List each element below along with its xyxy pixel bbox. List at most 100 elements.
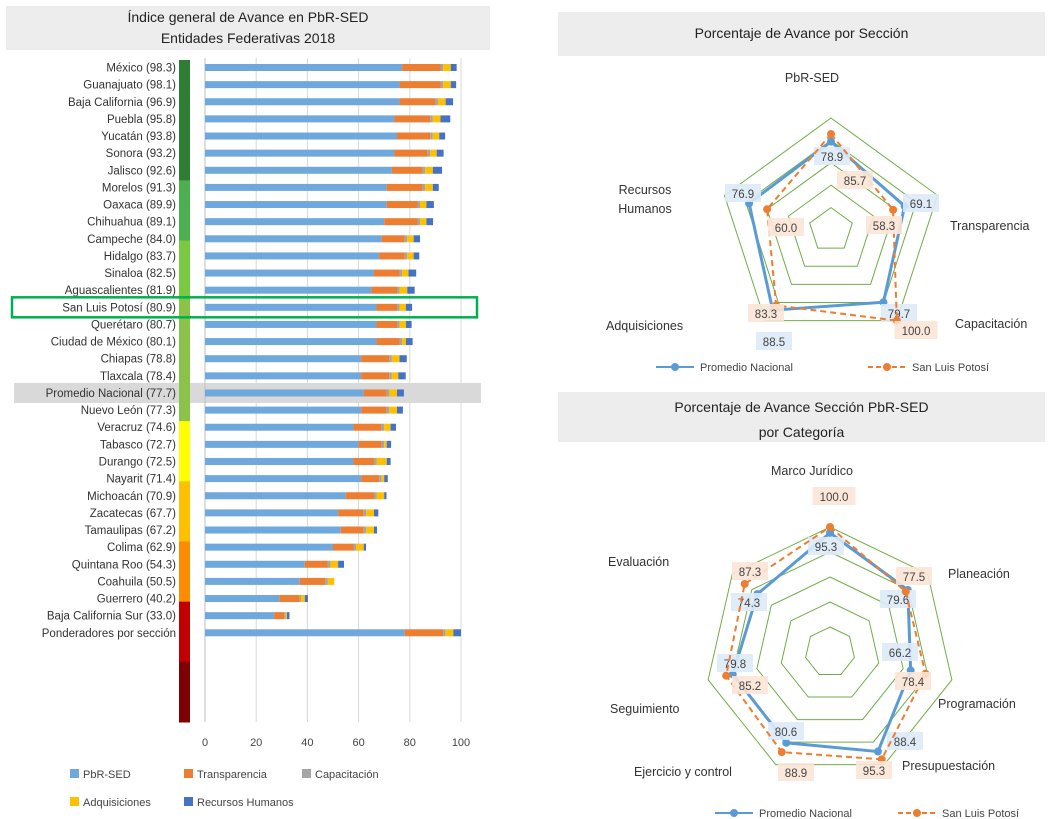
bar-segment — [443, 629, 446, 637]
bar-segment — [327, 560, 331, 568]
bar-segment — [205, 252, 380, 260]
bar-segment — [386, 457, 391, 465]
data-label-bg — [866, 216, 902, 234]
data-label-bg — [748, 304, 784, 322]
category-label: Veracruz (74.6) — [97, 422, 176, 434]
bar-segment — [205, 218, 385, 226]
bar-segment — [338, 560, 345, 568]
bar-segment — [301, 595, 305, 603]
bar-segment — [338, 509, 364, 517]
category-label: Chiapas (78.8) — [101, 354, 177, 366]
radar-point — [827, 137, 835, 146]
radar-chart-sections: Porcentaje de Avance por Sección PbR-SED T… — [558, 12, 1045, 374]
category-label: Tamaulipas (67.2) — [85, 525, 177, 537]
radar-title: Porcentaje de Avance Sección PbR-SED — [674, 399, 928, 415]
bar-segment — [363, 509, 367, 517]
bar-segment — [205, 64, 403, 71]
bar-segment — [279, 595, 300, 603]
data-label-bg — [903, 194, 939, 212]
bar-segment — [205, 629, 405, 637]
bar-segment — [379, 475, 382, 483]
bar-segment — [366, 509, 374, 517]
bar-segment — [397, 303, 400, 311]
bar-segment — [205, 492, 346, 500]
bar-segment — [205, 543, 333, 551]
bar-segment — [443, 81, 451, 89]
data-label-bg — [894, 321, 938, 339]
data-label: 74.3 — [738, 598, 760, 610]
radar-point — [826, 523, 834, 531]
bar-segment — [373, 457, 377, 465]
data-label: 80.6 — [775, 727, 797, 739]
gradient-strip-segment — [179, 120, 190, 181]
gradient-strip-segment — [179, 360, 190, 422]
radar-axis-label: Seguimiento — [610, 702, 680, 716]
legend-label: Promedio Nacional — [759, 808, 852, 819]
bar-segment — [425, 183, 433, 191]
bar-segment — [205, 320, 377, 328]
legend-label: Capacitación — [315, 769, 379, 781]
category-label: Coahuila (50.5) — [97, 576, 176, 588]
bar-segment — [397, 320, 400, 328]
bar-segment — [450, 64, 457, 71]
gradient-strip-segment — [179, 661, 190, 723]
radar-axis-label: Planeación — [948, 567, 1010, 581]
category-label: Tabasco (72.7) — [100, 439, 176, 451]
data-label-bg — [837, 171, 873, 189]
bar-segment — [205, 166, 392, 174]
bar-segment — [373, 492, 377, 500]
bar-segment — [205, 560, 305, 568]
bar-segment — [373, 269, 400, 277]
category-label: Tlaxcala (78.4) — [100, 371, 176, 383]
bar-segment — [205, 612, 275, 620]
radar-axis-label: Presupuestación — [902, 759, 995, 773]
x-tick-label: 80 — [404, 737, 416, 749]
bar-segment — [399, 286, 408, 294]
data-label-bg — [732, 562, 768, 580]
bar-segment — [381, 475, 385, 483]
radar-ring — [723, 117, 939, 322]
category-label: México (98.3) — [106, 63, 176, 75]
bar-segment — [417, 201, 421, 209]
category-label: Ciudad de México (80.1) — [51, 337, 176, 349]
bar-segment — [205, 235, 382, 243]
bar-segment — [205, 98, 400, 106]
bar-segment — [353, 423, 382, 431]
gradient-strip-segment — [179, 601, 190, 663]
legend-swatch — [184, 769, 193, 778]
bar-segment — [304, 595, 308, 603]
bar-segment — [450, 81, 457, 89]
bar-segment — [389, 372, 392, 380]
radar-point — [777, 748, 786, 757]
radar-ring — [780, 601, 880, 698]
bar-segment — [384, 440, 387, 448]
legend-label: Promedio Nacional — [700, 362, 793, 374]
bar-segment — [413, 252, 420, 260]
bar-segment — [205, 423, 354, 431]
bar-segment — [361, 372, 390, 380]
legend-label: San Luis Potosí — [912, 362, 989, 374]
bar-segment — [407, 252, 414, 260]
radar-series-line — [747, 139, 907, 312]
radar-ring — [756, 576, 904, 721]
bar-segment — [445, 629, 454, 637]
data-label: 60.0 — [775, 223, 797, 235]
category-label: Morelos (91.3) — [102, 182, 176, 194]
bar-segment — [373, 526, 378, 534]
bar-segment — [205, 81, 400, 89]
bar-segment — [417, 218, 421, 226]
bar-segment — [391, 372, 399, 380]
bar-segment — [304, 560, 328, 568]
gradient-strip-segment — [179, 421, 190, 482]
bar-segment — [405, 303, 413, 311]
radar-axis-label: Evaluación — [608, 555, 669, 569]
data-label-bg — [881, 304, 917, 322]
gradient-strip-segment — [179, 541, 190, 603]
radar-axis-label: Ejercicio y control — [634, 765, 732, 779]
bar-segment — [397, 132, 431, 140]
bar-segment — [274, 612, 285, 620]
bar-segment — [286, 612, 290, 620]
bar-segment — [205, 475, 362, 483]
data-label: 76.9 — [732, 189, 754, 201]
